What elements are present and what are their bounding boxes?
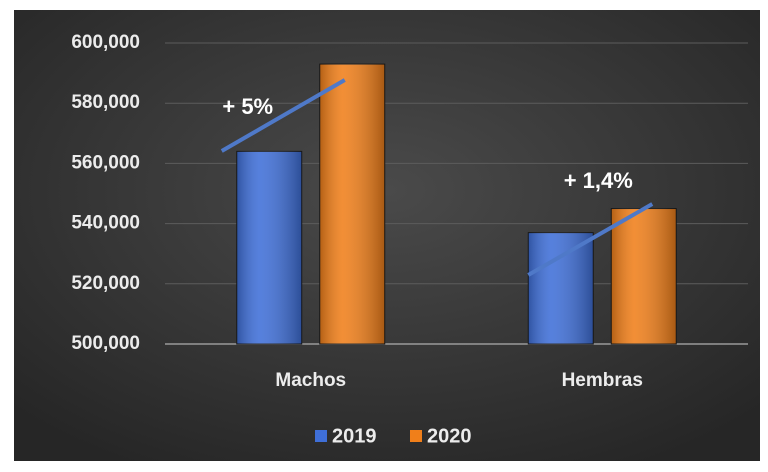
annotation: + 5% xyxy=(222,94,273,119)
y-tick-label: 500,000 xyxy=(71,333,140,354)
y-tick-label: 580,000 xyxy=(71,92,140,113)
y-tick-label: 600,000 xyxy=(71,32,140,53)
y-tick-label: 540,000 xyxy=(71,213,140,234)
y-tick-label: 520,000 xyxy=(71,273,140,294)
legend-label: 2019 xyxy=(332,425,377,447)
x-tick-label: Machos xyxy=(275,370,346,391)
legend-swatch xyxy=(315,430,327,442)
trend-line xyxy=(220,78,346,153)
x-tick-label: Hembras xyxy=(562,370,643,391)
annotation: + 1,4% xyxy=(564,168,633,193)
trend-line xyxy=(527,202,654,277)
bar-shade xyxy=(528,232,594,344)
bar-shade xyxy=(611,208,677,344)
y-tick-label: 560,000 xyxy=(71,152,140,173)
legend-label: 2020 xyxy=(427,425,472,447)
bar-shade xyxy=(236,151,302,344)
bar-shade xyxy=(319,64,385,344)
legend-swatch xyxy=(410,430,422,442)
